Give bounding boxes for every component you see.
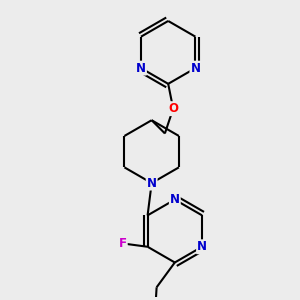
Text: F: F [119,237,127,250]
Text: N: N [170,193,180,206]
Text: N: N [147,177,157,190]
Text: N: N [136,61,146,75]
Text: N: N [190,61,200,75]
Text: N: N [197,240,207,253]
Text: O: O [168,102,178,115]
